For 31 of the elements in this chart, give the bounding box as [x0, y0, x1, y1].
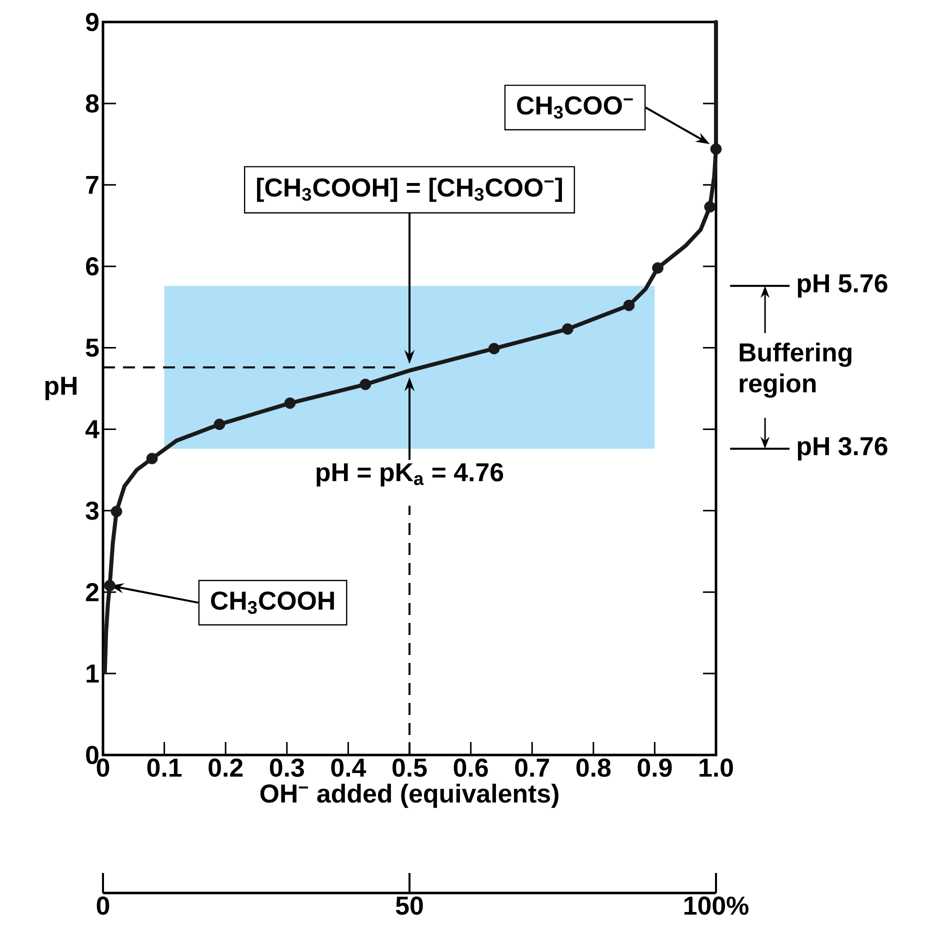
annotation: CH$_{3}$COOH: [211, 591, 334, 614]
x-tick-label: 0.3: [270, 758, 304, 777]
x-tick-label: 1.0: [700, 758, 733, 777]
y-axis-title: pH: [45, 376, 76, 400]
y-tick-label: 8: [86, 94, 99, 113]
annotation: CH$_{3}$COO$^{−}$: [517, 96, 633, 119]
y-tick-label: 2: [86, 583, 98, 602]
x-tick-label: 0.1: [147, 758, 182, 777]
y-tick-label: 6: [86, 257, 99, 276]
y-tick-label: 9: [86, 12, 99, 32]
ref-line-label: pH 3.76: [798, 437, 888, 460]
y-tick-label: 5: [86, 338, 99, 357]
x2-tick-label: 50: [396, 896, 423, 915]
x-axis-title: OH$^{−}$ added (equivalents): [260, 784, 558, 808]
y-tick-label: 0: [86, 746, 98, 764]
x-tick-label: 0.6: [454, 758, 488, 777]
y-tick-label: 4: [85, 420, 100, 438]
x2-tick-label: 100%: [684, 896, 748, 915]
ref-line-label: pH 5.76: [798, 274, 888, 298]
annotation: [CH$_{3}$COOH] = [CH$_{3}$COO$^{−}$]: [257, 178, 562, 202]
y-tick-label: 7: [86, 176, 98, 194]
annotation: pH = pK$_{a}$ = 4.76: [316, 463, 504, 487]
x-tick-label: 0.8: [576, 758, 611, 777]
y-tick-label: 3: [86, 501, 99, 520]
text: Buffering region: [740, 342, 852, 398]
y-tick-label: 1: [86, 664, 99, 682]
x-tick-label: 0.4: [331, 758, 366, 777]
x-tick-label: 0.7: [515, 758, 549, 777]
x-tick-label: 0.9: [638, 758, 672, 777]
x-tick-label: 0.5: [392, 758, 427, 777]
x-tick-label: 0.2: [208, 758, 243, 777]
